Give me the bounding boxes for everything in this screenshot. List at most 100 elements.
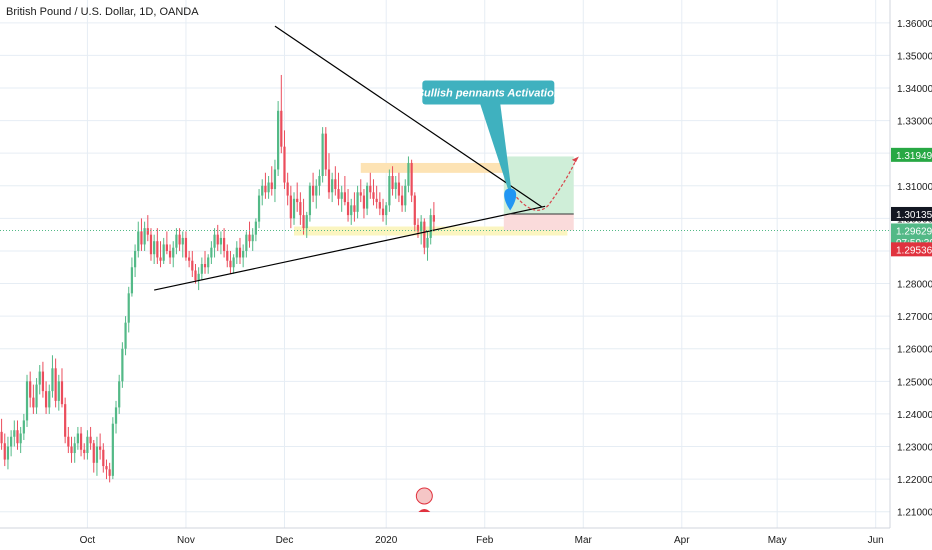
candle[interactable]	[343, 176, 346, 206]
candle[interactable]	[366, 182, 369, 216]
candle[interactable]	[308, 182, 312, 222]
candle[interactable]	[254, 218, 257, 242]
candle[interactable]	[67, 426, 70, 454]
candle[interactable]	[10, 430, 13, 457]
candle[interactable]	[162, 237, 165, 264]
candle[interactable]	[105, 459, 108, 480]
candle[interactable]	[286, 172, 289, 206]
candle[interactable]	[257, 189, 261, 229]
candle[interactable]	[38, 365, 41, 395]
candle[interactable]	[270, 166, 273, 196]
candle[interactable]	[51, 355, 54, 398]
candle[interactable]	[70, 436, 73, 463]
candle[interactable]	[378, 192, 381, 216]
projection-path[interactable]	[516, 157, 578, 211]
candle[interactable]	[369, 172, 372, 199]
candle[interactable]	[321, 127, 324, 183]
candle[interactable]	[92, 440, 95, 473]
candle[interactable]	[89, 426, 92, 450]
candle[interactable]	[124, 316, 127, 356]
candles[interactable]	[0, 74, 435, 483]
candle[interactable]	[191, 250, 194, 278]
candle[interactable]	[48, 384, 51, 414]
candle[interactable]	[391, 166, 394, 196]
candle[interactable]	[181, 231, 184, 258]
candle[interactable]	[267, 176, 270, 199]
candle[interactable]	[108, 462, 111, 483]
marker-pin-icon[interactable]	[504, 188, 517, 211]
candle[interactable]	[296, 182, 299, 212]
candle[interactable]	[44, 381, 48, 414]
callout-box[interactable]	[422, 80, 555, 105]
candle[interactable]	[76, 426, 79, 450]
candle[interactable]	[175, 228, 178, 255]
candle[interactable]	[13, 420, 16, 447]
candle[interactable]	[251, 228, 254, 251]
candle[interactable]	[111, 417, 114, 480]
candle[interactable]	[207, 254, 210, 274]
candle[interactable]	[137, 221, 140, 258]
candle[interactable]	[283, 130, 286, 190]
candle[interactable]	[429, 208, 432, 245]
candle[interactable]	[35, 378, 38, 414]
candle[interactable]	[222, 228, 226, 258]
candle[interactable]	[16, 420, 19, 450]
candle[interactable]	[146, 215, 149, 242]
candle[interactable]	[334, 166, 337, 196]
candle[interactable]	[73, 436, 76, 463]
candle[interactable]	[127, 286, 130, 333]
candle[interactable]	[143, 221, 146, 251]
candle[interactable]	[0, 418, 3, 450]
lower-trendline[interactable]	[154, 205, 546, 291]
candle[interactable]	[385, 202, 388, 225]
candle[interactable]	[261, 179, 264, 206]
candle[interactable]	[232, 254, 235, 274]
candle[interactable]	[226, 244, 229, 268]
candle[interactable]	[79, 426, 83, 457]
candle[interactable]	[60, 368, 64, 408]
candle[interactable]	[95, 436, 99, 476]
candle[interactable]	[273, 159, 277, 203]
candle[interactable]	[130, 257, 134, 297]
candle[interactable]	[159, 241, 162, 268]
candle[interactable]	[245, 231, 248, 258]
candle[interactable]	[213, 228, 216, 258]
candle[interactable]	[277, 101, 280, 176]
candle[interactable]	[102, 443, 105, 473]
candle[interactable]	[375, 185, 378, 209]
candle[interactable]	[3, 433, 6, 467]
upper-trendline[interactable]	[274, 25, 543, 208]
candle[interactable]	[25, 374, 29, 427]
candle[interactable]	[404, 179, 407, 212]
candle[interactable]	[359, 179, 362, 203]
candle[interactable]	[356, 185, 359, 219]
candle[interactable]	[420, 215, 423, 245]
candle[interactable]	[153, 234, 156, 264]
candle[interactable]	[302, 198, 305, 235]
candle[interactable]	[292, 192, 296, 225]
candle[interactable]	[19, 426, 22, 454]
candle[interactable]	[83, 443, 86, 460]
candle[interactable]	[29, 371, 32, 408]
candle[interactable]	[6, 436, 10, 470]
candle[interactable]	[264, 172, 267, 199]
candle[interactable]	[381, 198, 385, 222]
candle[interactable]	[149, 228, 153, 261]
candle[interactable]	[194, 264, 197, 284]
candle[interactable]	[133, 244, 137, 278]
candle[interactable]	[397, 172, 401, 203]
candle[interactable]	[327, 153, 331, 199]
candle[interactable]	[400, 185, 404, 212]
candle[interactable]	[350, 198, 353, 225]
candle[interactable]	[432, 202, 435, 232]
candle[interactable]	[248, 221, 251, 248]
candle[interactable]	[362, 189, 366, 219]
candle[interactable]	[235, 241, 238, 264]
candle[interactable]	[41, 361, 45, 398]
drawings[interactable]: Bullish pennants Activation	[0, 25, 890, 512]
candle[interactable]	[299, 192, 302, 225]
candle[interactable]	[86, 430, 89, 460]
candle[interactable]	[57, 374, 60, 411]
candle[interactable]	[22, 413, 25, 440]
